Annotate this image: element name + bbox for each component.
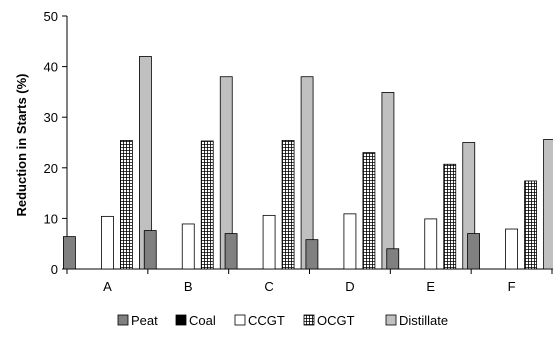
x-tick-label: D [345,279,354,294]
legend-label-peat: Peat [131,313,158,328]
legend: Peat Coal CCGT OCGT Distillate [117,313,448,328]
bar-ccgt-e [424,218,438,270]
bar-ocgt-b [200,140,214,270]
y-tick-label: 50 [44,9,58,24]
x-tick-label: F [508,279,516,294]
y-tick-label: 10 [44,211,58,226]
x-tick-label: B [184,279,193,294]
x-tick-label: A [103,279,112,294]
bar-ocgt-a [120,140,133,270]
bar-ocgt-e [443,163,457,270]
bar-ocgt-c [281,140,295,270]
y-tick-label: 20 [44,161,58,176]
y-tick-label: 0 [51,262,58,277]
y-tick-label: 40 [44,60,58,75]
x-tick-label: C [264,279,273,294]
bar-ocgt-d [362,152,376,270]
legend-label-ccgt: CCGT [248,313,285,328]
bar-distillate-d [381,92,395,270]
bar-ccgt-f [505,228,518,270]
x-tick-label: E [426,279,435,294]
legend-label-coal: Coal [189,313,216,328]
bar-ccgt-d [343,213,357,270]
bar-peat-b [143,230,157,270]
bar-peat-d [305,239,319,270]
bar-ccgt-a [101,215,114,270]
y-axis-label: Reduction in Starts (%) [14,73,29,216]
bar-ccgt-c [262,214,276,270]
legend-swatch-peat [117,314,129,326]
legend-swatch-coal [175,314,187,326]
legend-swatch-distillate [385,314,397,326]
legend-swatch-ccgt [234,314,246,326]
bar-ccgt-b [181,223,195,270]
y-tick-label: 30 [44,110,58,125]
bar-ocgt-f [524,180,537,270]
bar-peat-e [386,248,400,270]
legend-label-ocgt: OCGT [317,313,355,328]
legend-swatch-ocgt [303,314,315,326]
legend-label-distillate: Distillate [399,313,448,328]
bar-peat-c [224,233,238,270]
bar-distillate-f [543,139,553,270]
bar-peat-a [63,236,76,270]
bar-peat-f [467,233,480,270]
